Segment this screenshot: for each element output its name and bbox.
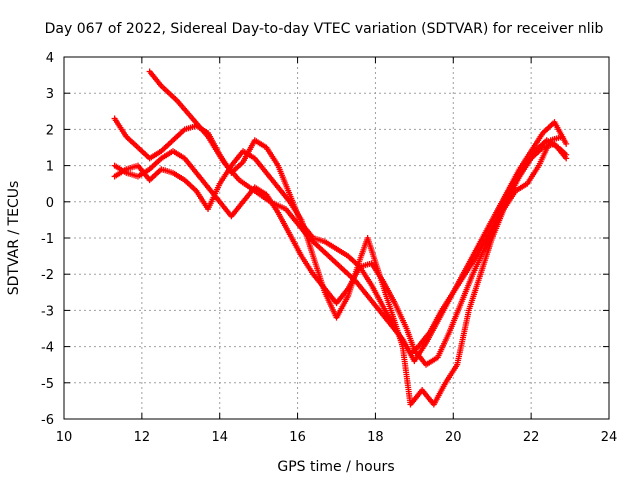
y-tick-label: 1: [46, 160, 54, 175]
x-tick-label: 14: [211, 430, 228, 445]
x-tick-label: 24: [601, 430, 618, 445]
x-tick-label: 10: [56, 430, 73, 445]
y-tick-label: 4: [46, 51, 54, 66]
x-axis-label: GPS time / hours: [277, 459, 394, 475]
series-track-2: [111, 115, 570, 365]
series-track-3: [111, 140, 570, 368]
y-tick-label: -3: [41, 304, 54, 319]
grid-lines: [64, 57, 609, 419]
x-tick-label: 18: [367, 430, 384, 445]
data-point: [563, 140, 570, 147]
y-tick-label: 3: [46, 87, 54, 102]
x-tick-label: 22: [523, 430, 540, 445]
y-tick-label: 2: [46, 123, 54, 138]
series-track-4: [111, 133, 566, 408]
x-tick-label: 12: [134, 430, 151, 445]
y-tick-label: -4: [41, 341, 54, 356]
y-tick-label: -5: [41, 377, 54, 392]
data-point: [559, 133, 566, 140]
data-point: [563, 155, 570, 162]
data-points: [111, 68, 570, 408]
chart-title: Day 067 of 2022, Sidereal Day-to-day VTE…: [45, 21, 604, 37]
x-tick-label: 16: [289, 430, 306, 445]
y-tick-label: -6: [41, 413, 54, 428]
y-tick-label: -2: [41, 268, 54, 283]
y-axis-label: SDTVAR / TECUs: [6, 181, 22, 296]
y-tick-label: -1: [41, 232, 54, 247]
x-tick-label: 20: [445, 430, 462, 445]
series-track-1: [146, 68, 570, 357]
y-tick-label: 0: [46, 196, 54, 211]
